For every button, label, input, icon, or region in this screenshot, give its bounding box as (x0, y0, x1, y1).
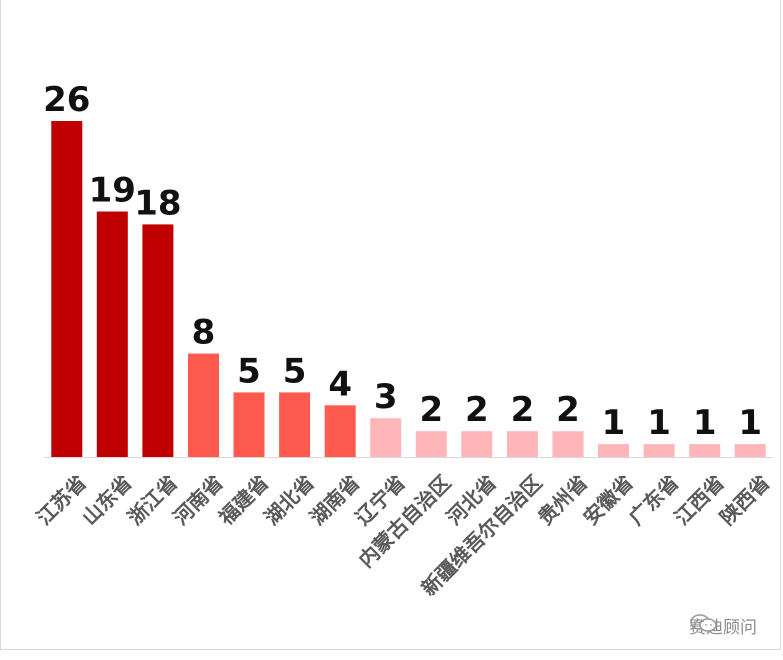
category-label: 浙江省 (123, 470, 182, 529)
category-labels-group: 江苏省山东省浙江省河南省福建省湖北省湖南省辽宁省内蒙古自治区河北省新疆维吾尔自治… (32, 470, 775, 600)
bar (506, 431, 538, 457)
wechat-icon (690, 614, 717, 632)
data-label: 19 (89, 171, 136, 211)
category-label: 陕西省 (715, 470, 774, 529)
category-label: 福建省 (213, 470, 273, 530)
category-label: 山东省 (77, 470, 136, 529)
category-label: 广东省 (624, 470, 683, 529)
category-label: 江苏省 (32, 470, 91, 529)
category-label: 湖北省 (259, 470, 318, 529)
data-label: 1 (693, 403, 717, 443)
bar (461, 431, 493, 457)
category-label: 河南省 (168, 470, 227, 529)
data-label: 2 (419, 390, 443, 430)
data-label: 5 (283, 351, 307, 391)
bar (734, 444, 766, 457)
bar (142, 224, 174, 457)
bars-group (51, 121, 766, 457)
category-label: 湖南省 (305, 470, 364, 529)
data-label: 26 (43, 80, 90, 120)
category-label: 安徽省 (578, 470, 637, 529)
data-label: 1 (647, 403, 671, 443)
bar (598, 444, 629, 457)
data-label: 3 (374, 377, 398, 417)
data-label: 1 (602, 403, 626, 443)
data-label: 2 (465, 390, 489, 430)
data-label: 8 (192, 313, 216, 353)
bar (51, 121, 83, 457)
bar (324, 405, 356, 457)
data-label: 4 (328, 364, 352, 404)
bar (689, 444, 721, 457)
category-label: 江西省 (670, 470, 729, 529)
data-label: 18 (134, 183, 181, 223)
data-label: 2 (556, 390, 580, 430)
bar (552, 431, 584, 457)
category-label: 贵州省 (533, 470, 592, 529)
bar (233, 392, 265, 457)
data-label: 5 (237, 351, 261, 391)
bar (96, 211, 128, 457)
data-label: 2 (511, 390, 535, 430)
bar (279, 392, 311, 457)
data-label: 1 (738, 403, 762, 443)
bar (370, 418, 402, 457)
bar (643, 444, 675, 457)
bar (415, 431, 447, 457)
watermark: 赛迪顾问 (689, 613, 757, 638)
bar (188, 353, 219, 457)
